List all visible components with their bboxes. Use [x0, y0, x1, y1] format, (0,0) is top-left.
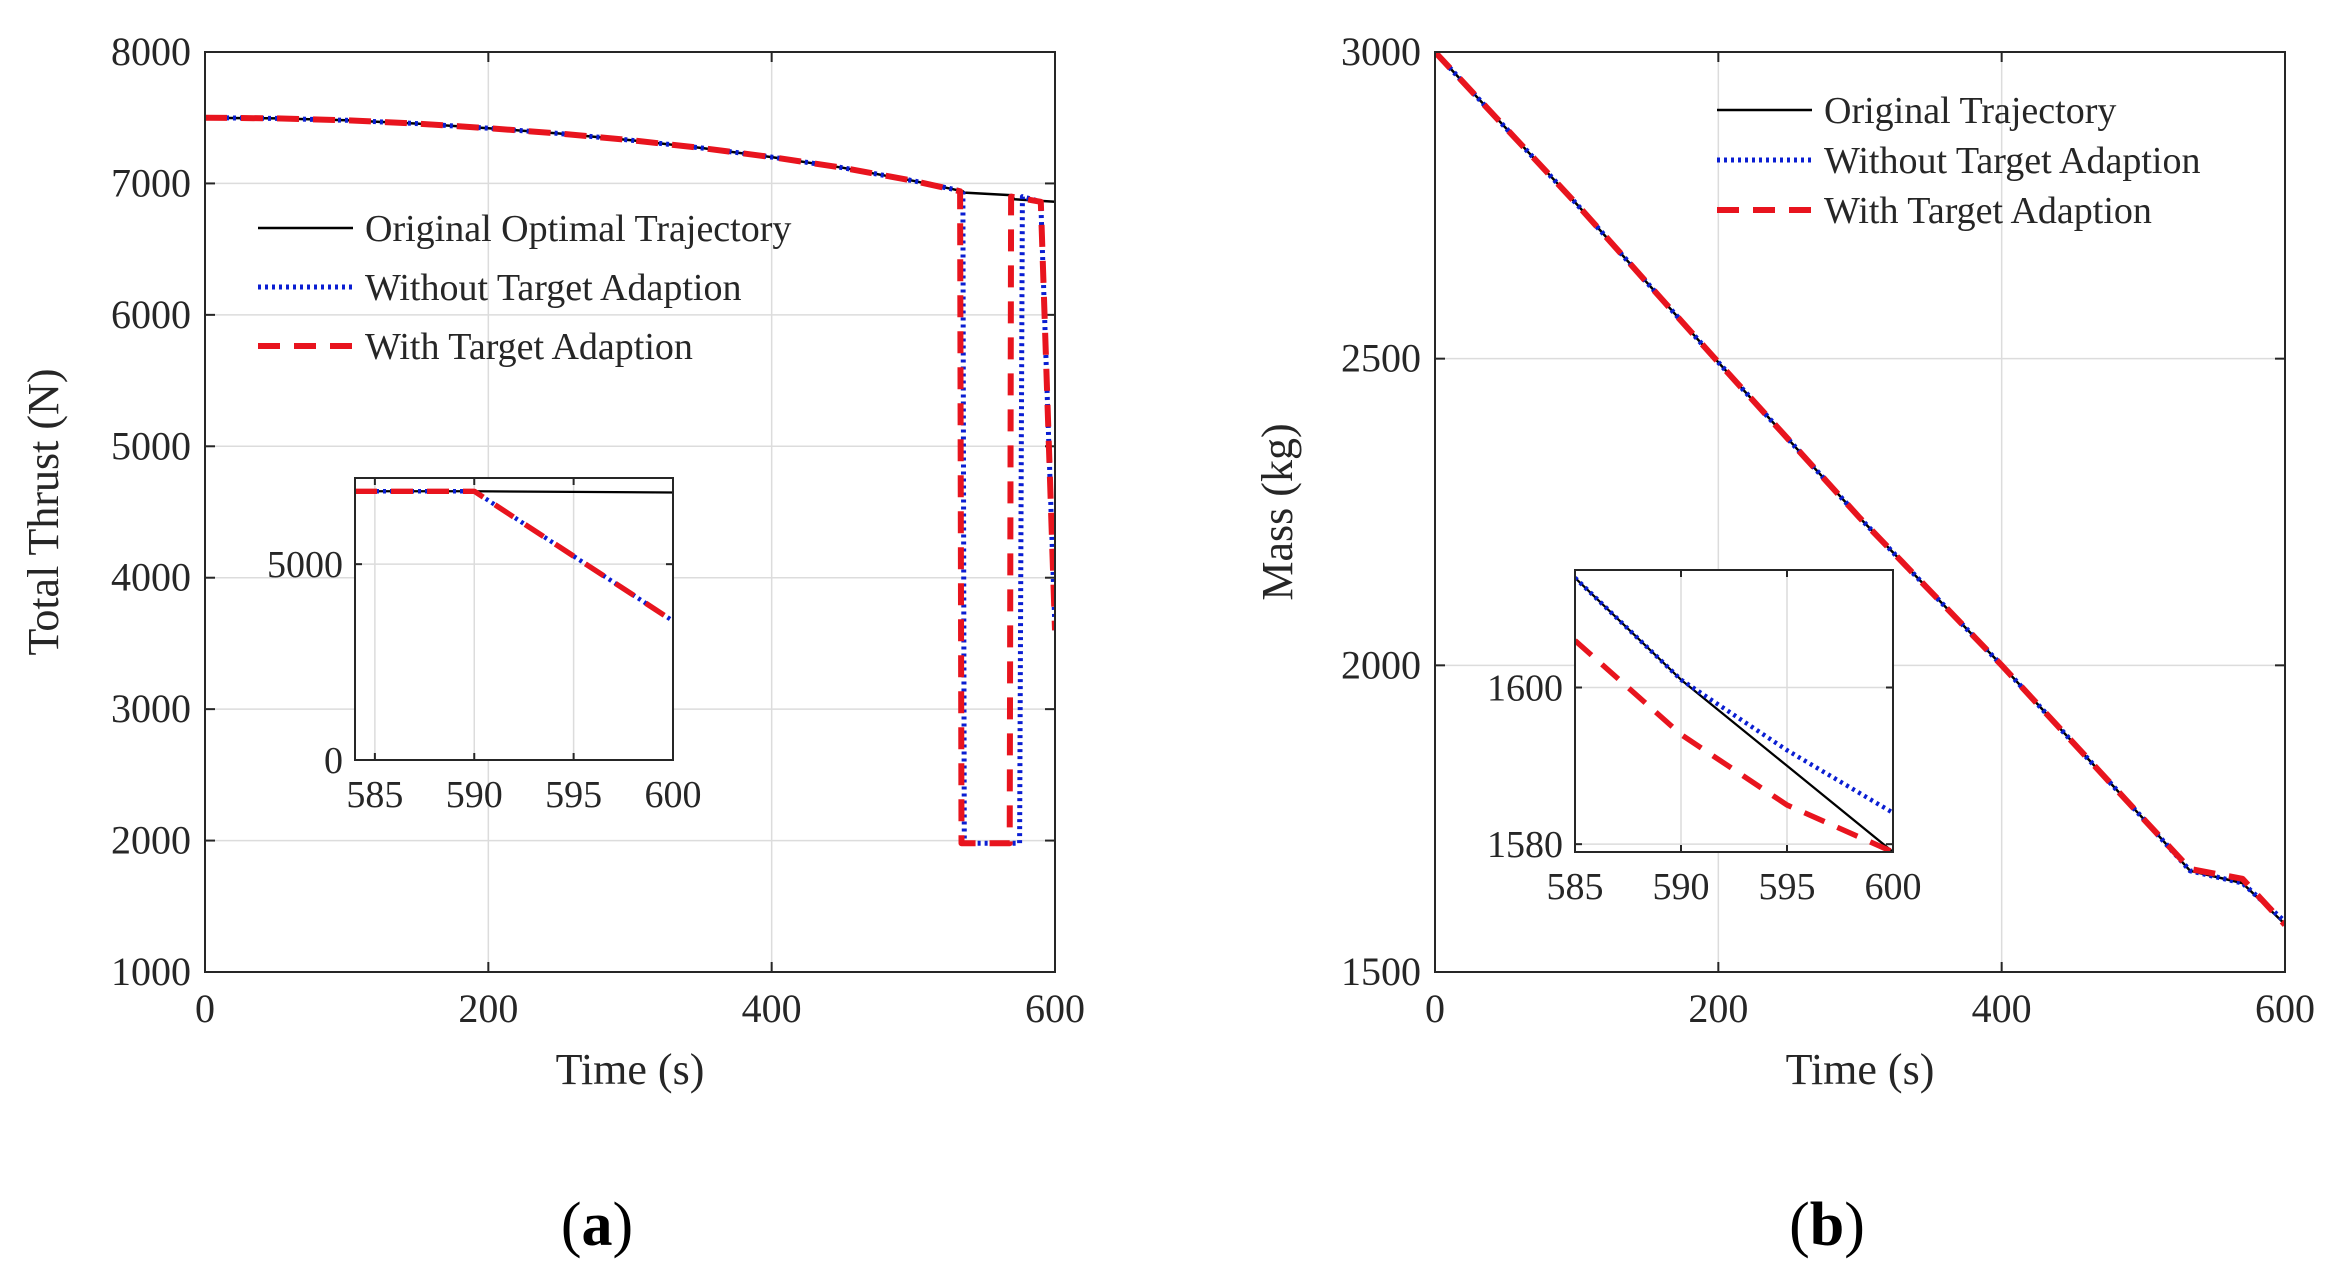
panel-a-main-y-tick-label: 5000: [111, 423, 191, 468]
panel-b-inset-x-tick-label: 590: [1653, 866, 1710, 908]
panel-a-main-series-line-3: [205, 114, 1055, 847]
panel-b-inset-y-tick-label: 1580: [1487, 824, 1563, 866]
panel-a-panel-label-close: ): [613, 1191, 634, 1259]
panel-a-main-y-tick-label: 6000: [111, 292, 191, 337]
panel-a-inset-x-tick-label: 600: [645, 774, 702, 816]
panel-a-main-x-tick-label: 200: [458, 986, 518, 1031]
panel-a-inset-series-line-3: [355, 488, 673, 624]
panel-b-main-y-tick-label: 1500: [1341, 949, 1421, 994]
panel-a-inset-y-tick-label: 0: [324, 740, 343, 782]
panel-b-main-y-tick-label: 3000: [1341, 29, 1421, 74]
panel-a-main-y-tick-label: 8000: [111, 29, 191, 74]
panel-b-legend-label-3: With Target Adaption: [1824, 190, 2152, 232]
panel-a-legend-label-2: Without Target Adaption: [365, 267, 741, 309]
panel-a-main-y-tick-label: 1000: [111, 949, 191, 994]
panel-b-main-axes-frame: [1434, 51, 2286, 973]
panel-a-main-x-tick-label: 400: [742, 986, 802, 1031]
panel-b-main-x-tick-label: 600: [2255, 986, 2315, 1031]
panel-b-inset-series-line-2: [1575, 576, 1893, 815]
panel-b-inset: 585 590 595 600 1580 1600: [1487, 569, 1922, 908]
panel-b-inset-series-group: [1575, 576, 1893, 852]
chart-panel-b: 0 200 400 600 1500 2000 2500 3000 Time (s) Mass (…: [1253, 29, 2315, 1259]
panel-b-inset-axes-frame: [1574, 569, 1894, 853]
panel-a-legend-label-3: With Target Adaption: [365, 326, 693, 368]
panel-a-legend: Original Optimal Trajectory Without Targe…: [258, 208, 791, 368]
panel-a-inset-plot-area: [355, 478, 673, 760]
panel-a-main-axes-frame: [204, 51, 1056, 973]
panel-b-panel-label-open: (: [1789, 1191, 1810, 1259]
panel-b-x-axis-label: Time (s): [1786, 1045, 1935, 1094]
panel-b-panel-label: (b): [1789, 1191, 1865, 1259]
panel-a-main-y-tick-label: 3000: [111, 686, 191, 731]
panel-b-inset-series-line-3: [1575, 638, 1893, 852]
panel-b-main-series-line-3: [1435, 52, 2285, 927]
panel-b-main-x-tick-label: 0: [1425, 986, 1445, 1031]
panel-a-panel-label: (a): [561, 1191, 633, 1259]
panel-b-main-y-tick-label: 2000: [1341, 642, 1421, 687]
panel-b-main-y-tick-label: 2500: [1341, 336, 1421, 381]
panel-a-legend-label-1: Original Optimal Trajectory: [365, 208, 791, 250]
panel-b-main-series-group: [1435, 52, 2285, 927]
panel-a-inset-x-tick-label: 595: [545, 774, 602, 816]
panel-b-inset-series-line-1: [1575, 576, 1893, 852]
panel-a-main-series-group: [205, 114, 1055, 847]
panel-a-inset-x-tick-label: 590: [446, 774, 503, 816]
panel-a-main-x-tick-label: 600: [1025, 986, 1085, 1031]
panel-b-legend: Original Trajectory Without Target Adapti…: [1717, 90, 2200, 232]
panel-b-panel-label-close: ): [1844, 1191, 1865, 1259]
panel-a-x-axis-label: Time (s): [556, 1045, 705, 1094]
panel-a-inset-y-tick-label: 5000: [267, 544, 343, 586]
panel-a-inset-x-tick-label: 585: [346, 774, 403, 816]
panel-a-main-y-tick-label: 7000: [111, 160, 191, 205]
chart-panel-a: 0 200 400 600100020003000400050006000700080…: [19, 29, 1085, 1259]
panel-b-inset-x-tick-label: 600: [1865, 866, 1922, 908]
panel-b-legend-label-1: Original Trajectory: [1824, 90, 2116, 132]
panel-b-panel-label-letter: b: [1810, 1191, 1844, 1259]
panel-a-panel-label-open: (: [561, 1191, 582, 1259]
panel-b-y-axis-label: Mass (kg): [1253, 423, 1302, 600]
panel-a-main-series-line-2: [205, 115, 1055, 846]
panel-b-inset-x-tick-label: 595: [1759, 866, 1816, 908]
panel-b-inset-x-tick-label: 585: [1547, 866, 1604, 908]
panel-a-inset-axes-frame: [354, 477, 674, 761]
panel-a-main-x-tick-label: 0: [195, 986, 215, 1031]
panel-a-inset-series-group: [355, 488, 673, 624]
panel-a-main-y-tick-label: 2000: [111, 818, 191, 863]
panel-b-inset-y-tick-label: 1600: [1487, 668, 1563, 710]
panel-a-inset: 585 590 595 600 0 5000: [267, 477, 702, 816]
panel-a-main-y-tick-label: 4000: [111, 555, 191, 600]
panel-b-main-x-tick-label: 200: [1688, 986, 1748, 1031]
panel-a-panel-label-letter: a: [582, 1191, 613, 1259]
panel-b-legend-label-2: Without Target Adaption: [1824, 140, 2200, 182]
panel-a-y-axis-label: Total Thrust (N): [19, 369, 68, 656]
panel-b-inset-plot-area: [1575, 570, 1893, 852]
panel-b-main-x-tick-label: 400: [1972, 986, 2032, 1031]
